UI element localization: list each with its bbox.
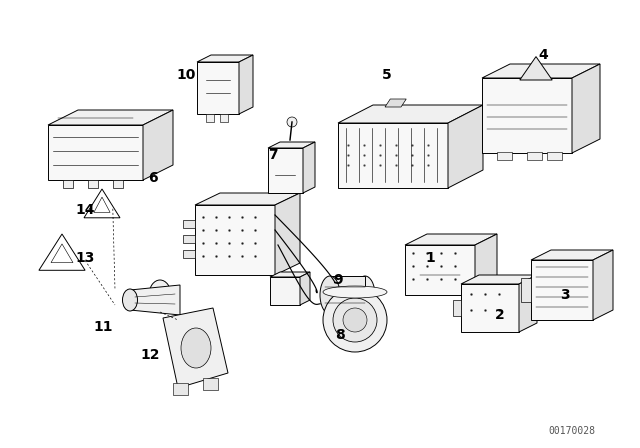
- Circle shape: [323, 288, 387, 352]
- Polygon shape: [268, 142, 315, 148]
- Polygon shape: [385, 99, 406, 107]
- Text: 11: 11: [93, 320, 113, 334]
- Polygon shape: [173, 383, 188, 395]
- Polygon shape: [48, 125, 143, 180]
- Text: 12: 12: [140, 348, 160, 362]
- Polygon shape: [520, 56, 552, 80]
- Text: 1: 1: [425, 251, 435, 265]
- Polygon shape: [527, 152, 542, 160]
- Polygon shape: [330, 276, 365, 314]
- Polygon shape: [63, 180, 73, 188]
- Polygon shape: [88, 180, 98, 188]
- Polygon shape: [48, 110, 173, 125]
- Text: 7: 7: [268, 148, 278, 162]
- Text: 13: 13: [76, 251, 95, 265]
- Polygon shape: [497, 152, 512, 160]
- Polygon shape: [461, 284, 519, 332]
- Polygon shape: [183, 250, 195, 258]
- Text: 6: 6: [148, 171, 158, 185]
- Polygon shape: [113, 180, 123, 188]
- Text: 14: 14: [76, 203, 95, 217]
- Polygon shape: [531, 260, 593, 320]
- Polygon shape: [405, 245, 475, 295]
- Polygon shape: [275, 193, 300, 275]
- Ellipse shape: [320, 276, 340, 314]
- Text: 5: 5: [382, 68, 392, 82]
- Polygon shape: [338, 123, 448, 188]
- Polygon shape: [268, 148, 303, 193]
- Polygon shape: [197, 62, 239, 114]
- Circle shape: [333, 298, 377, 342]
- Polygon shape: [338, 105, 483, 123]
- Polygon shape: [163, 308, 228, 388]
- Polygon shape: [39, 234, 85, 270]
- Polygon shape: [203, 378, 218, 390]
- Polygon shape: [461, 275, 537, 284]
- Polygon shape: [303, 142, 315, 193]
- Ellipse shape: [181, 328, 211, 368]
- Polygon shape: [183, 235, 195, 243]
- Polygon shape: [547, 152, 562, 160]
- Polygon shape: [475, 234, 497, 295]
- Circle shape: [287, 117, 297, 127]
- Ellipse shape: [122, 289, 138, 311]
- Polygon shape: [270, 272, 310, 277]
- Polygon shape: [270, 277, 300, 305]
- Polygon shape: [519, 275, 537, 332]
- Polygon shape: [143, 110, 173, 180]
- Polygon shape: [94, 197, 110, 212]
- Polygon shape: [405, 234, 497, 245]
- Polygon shape: [572, 64, 600, 153]
- Polygon shape: [220, 114, 228, 122]
- Ellipse shape: [323, 286, 387, 298]
- Text: 8: 8: [335, 328, 345, 342]
- Polygon shape: [197, 55, 253, 62]
- Polygon shape: [51, 244, 73, 263]
- Text: 9: 9: [333, 273, 343, 287]
- Ellipse shape: [149, 280, 171, 310]
- Text: 00170028: 00170028: [548, 426, 595, 436]
- Text: 10: 10: [176, 68, 196, 82]
- Text: 2: 2: [495, 308, 505, 322]
- Polygon shape: [130, 285, 180, 315]
- Polygon shape: [453, 300, 461, 316]
- Polygon shape: [239, 55, 253, 114]
- Polygon shape: [482, 64, 600, 78]
- Text: 3: 3: [560, 288, 570, 302]
- Polygon shape: [448, 105, 483, 188]
- Ellipse shape: [355, 276, 375, 314]
- Polygon shape: [593, 250, 613, 320]
- Polygon shape: [195, 205, 275, 275]
- Polygon shape: [531, 250, 613, 260]
- Polygon shape: [300, 272, 310, 305]
- Polygon shape: [206, 114, 214, 122]
- Circle shape: [343, 308, 367, 332]
- Polygon shape: [482, 78, 572, 153]
- Polygon shape: [195, 193, 300, 205]
- Polygon shape: [84, 189, 120, 218]
- Text: 4: 4: [538, 48, 548, 62]
- Polygon shape: [183, 220, 195, 228]
- Polygon shape: [521, 278, 531, 302]
